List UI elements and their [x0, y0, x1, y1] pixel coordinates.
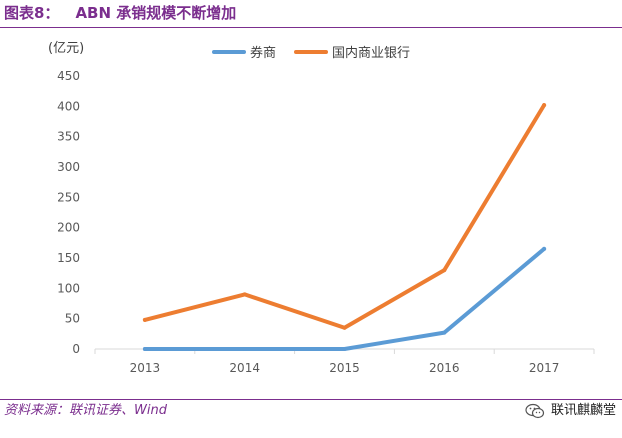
wechat-icon — [525, 403, 545, 419]
series-line-1 — [142, 246, 547, 351]
x-tick-label: 2014 — [229, 361, 260, 375]
y-tick-label: 350 — [57, 130, 80, 144]
x-tick-label: 2015 — [329, 361, 360, 375]
y-tick-label: 450 — [57, 69, 80, 83]
data-point — [342, 347, 347, 351]
data-point — [142, 317, 147, 322]
chart-area: (亿元) 0 50 100 150 200 250 300 350 400 450 2013 2014 2… — [0, 28, 622, 390]
y-tick-label: 250 — [57, 190, 80, 204]
series-line-2 — [142, 103, 547, 330]
y-tick-label: 200 — [57, 221, 80, 235]
data-point — [442, 330, 447, 335]
source-note: 资料来源：联讯证券、Wind — [4, 403, 167, 418]
data-point — [542, 246, 547, 251]
figure-title-text: ABN 承销规模不断增加 — [75, 4, 237, 22]
watermark-text: 联讯麒麟堂 — [550, 403, 616, 418]
data-point — [542, 103, 547, 108]
x-tick-label: 2013 — [130, 361, 161, 375]
y-tick-label: 150 — [57, 251, 80, 265]
legend-label: 国内商业银行 — [332, 45, 410, 61]
title-divider — [0, 27, 622, 28]
x-tick-label: 2017 — [529, 361, 560, 375]
y-tick-label: 0 — [72, 342, 80, 356]
y-tick-label: 50 — [65, 312, 80, 326]
watermark: 联讯麒麟堂 — [525, 400, 616, 422]
line-chart: (亿元) 0 50 100 150 200 250 300 350 400 450 2013 2014 2… — [48, 41, 595, 375]
data-point — [242, 292, 247, 297]
y-tick-label: 300 — [57, 160, 80, 174]
source-divider — [0, 399, 622, 400]
x-tick-label: 2016 — [429, 361, 460, 375]
data-point — [442, 268, 447, 273]
data-point — [342, 325, 347, 330]
data-point — [242, 347, 247, 351]
y-tick-label: 400 — [57, 99, 80, 113]
data-point — [142, 347, 147, 351]
figure-title: 图表8： ABN 承销规模不断增加 — [4, 3, 616, 25]
y-tick-label: 100 — [57, 281, 80, 295]
legend-label: 券商 — [250, 45, 276, 61]
figure-label: 图表8： — [4, 4, 60, 22]
y-unit-label: (亿元) — [48, 41, 84, 56]
